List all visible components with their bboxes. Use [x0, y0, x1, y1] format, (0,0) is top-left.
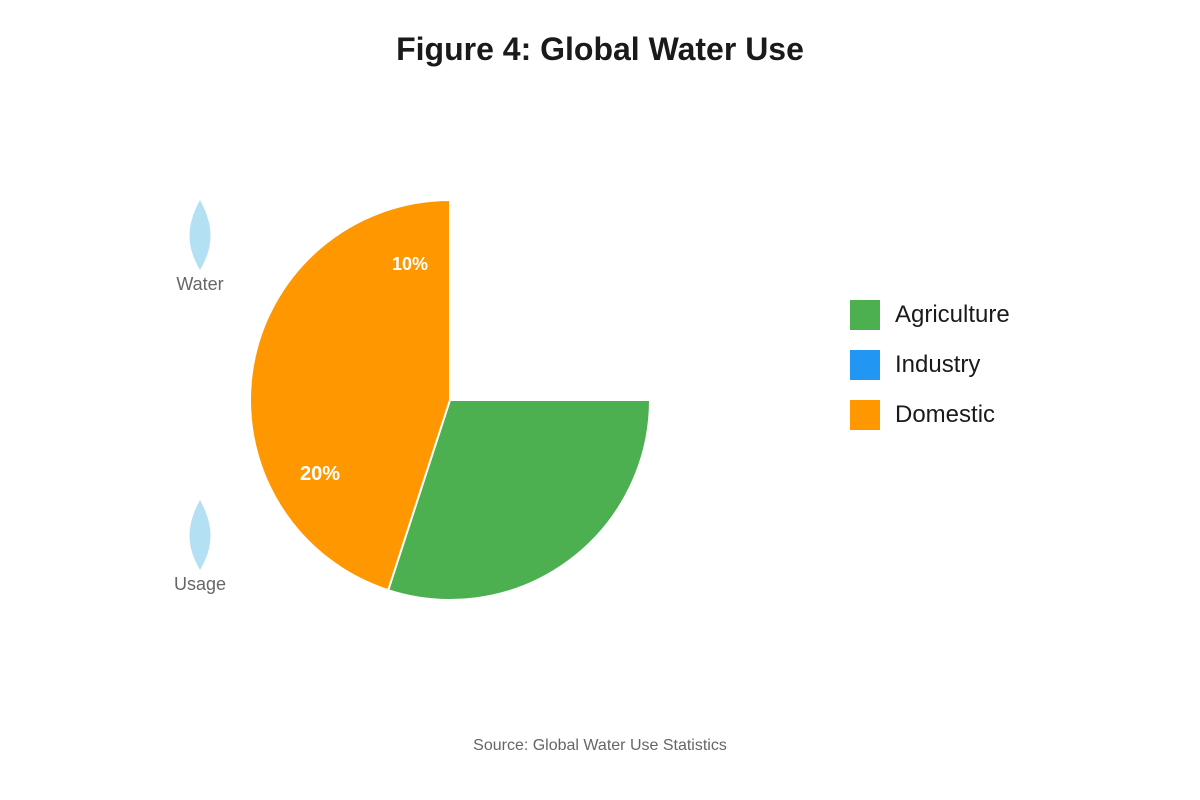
- source-note: Source: Global Water Use Statistics: [473, 737, 727, 754]
- legend-swatch: [850, 400, 880, 430]
- slice-data-label: 10%: [392, 254, 428, 274]
- slice-data-label: 20%: [300, 463, 340, 485]
- decorations: Water Usage: [174, 200, 226, 594]
- legend-swatch: [850, 300, 880, 330]
- legend-label: Industry: [895, 351, 980, 378]
- legend-swatch: [850, 350, 880, 380]
- pie-slice-agriculture: [386, 399, 652, 601]
- legend-label: Domestic: [895, 401, 995, 428]
- pie-slices: [249, 198, 652, 601]
- water-label: Water: [176, 274, 223, 294]
- chart-title: Figure 4: Global Water Use: [396, 31, 804, 67]
- pie-slice-domestic: [249, 198, 451, 592]
- legend-label: Agriculture: [895, 301, 1010, 328]
- water-drop-icon: [189, 500, 211, 570]
- usage-label: Usage: [174, 574, 226, 594]
- water-drop-icon: [189, 200, 211, 270]
- legend: Agriculture Industry Domestic: [850, 300, 1010, 430]
